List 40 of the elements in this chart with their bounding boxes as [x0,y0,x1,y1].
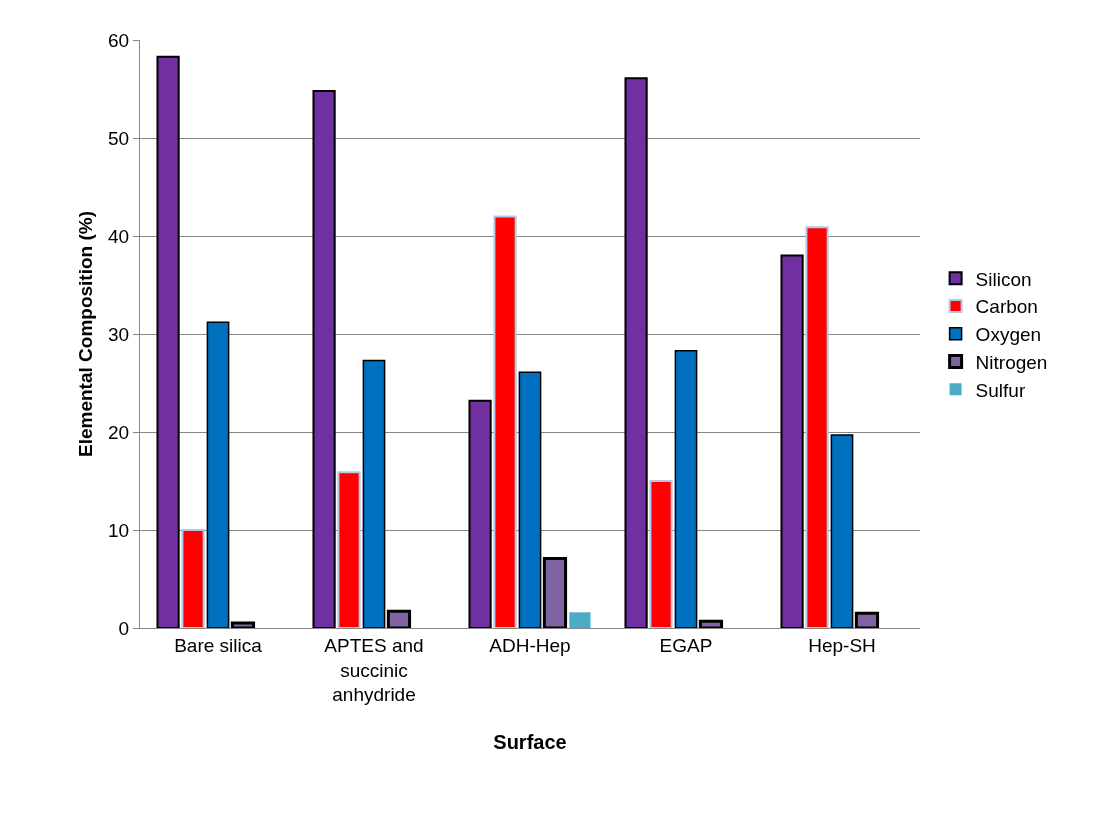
y-axis-title: Elemental Composition (%) [75,211,96,457]
bar [854,611,880,628]
x-axis-title: Surface [493,730,567,753]
bar [542,556,568,628]
bar [337,471,361,628]
bar [181,529,205,628]
legend-label: Nitrogen [975,351,1048,373]
bar [386,609,412,628]
bar [569,612,591,628]
bar [780,254,804,628]
bar [830,434,854,628]
y-tick-label: 10 [108,519,130,541]
y-tick-label: 30 [108,323,130,345]
bar [468,399,492,628]
bar [674,349,698,628]
y-tick-label: 60 [108,29,130,51]
x-tick-label: APTES and succinic anhydride [324,634,424,706]
bar [624,77,648,628]
y-tick-label: 20 [108,421,130,443]
bar [698,619,724,628]
legend-label: Carbon [975,296,1038,318]
y-tick-label: 0 [118,617,130,639]
bar [206,321,230,628]
legend-label: Silicon [975,268,1032,290]
bar [362,359,386,628]
bar [230,621,256,628]
bar [805,226,829,628]
y-tick-label: 40 [108,225,130,247]
x-tick-label: EGAP [659,634,713,656]
y-tick-label: 50 [108,127,130,149]
x-tick-label: Bare silica [174,634,263,656]
bar [312,89,336,628]
bar [493,215,517,628]
x-tick-label: ADH-Hep [489,634,571,656]
legend-label: Sulfur [975,379,1026,401]
x-tick-label: Hep-SH [808,634,876,656]
bar [649,480,673,628]
bar [518,371,542,628]
legend-label: Oxygen [975,324,1042,346]
bar [156,55,180,628]
